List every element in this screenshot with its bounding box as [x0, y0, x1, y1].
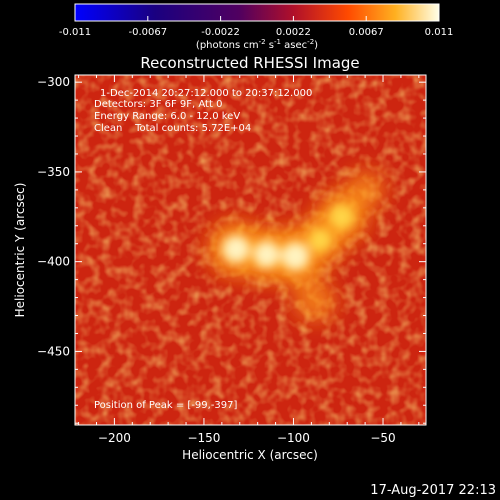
plot-frame: [74, 74, 427, 426]
y-tick-label: −400: [37, 255, 70, 269]
colorbar-tick-label: 0.011: [425, 27, 454, 38]
colorbar-tick-label: -0.011: [59, 27, 91, 38]
source-glow: [345, 170, 385, 210]
y-axis-label: Heliocentric Y (arcsec): [13, 183, 27, 318]
annotation-peak: Position of Peak = [-99,-397]: [94, 400, 238, 411]
colorbar-tick-label: 0.0022: [276, 27, 311, 38]
x-tick-label: −150: [187, 431, 220, 445]
chart-title: Reconstructed RHESSI Image: [140, 54, 359, 72]
colorbar-tick-label: -0.0022: [201, 27, 240, 38]
y-tick-label: −450: [37, 344, 70, 358]
annotation-energy: Energy Range: 6.0 - 12.0 keV: [94, 111, 240, 122]
colorbar-tick-label: -0.0067: [128, 27, 167, 38]
source-glow: [294, 280, 336, 322]
colorbar-unit: (photons cm-2 s-1 asec-2): [196, 38, 318, 51]
annotation-time-range: 1-Dec-2014 20:27:12.000 to 20:37:12.000: [100, 88, 312, 99]
heatmap-image: [75, 75, 426, 425]
y-axis-ticks: [75, 81, 426, 424]
x-axis-label: Heliocentric X (arcsec): [182, 448, 318, 462]
y-tick-label: −350: [37, 165, 70, 179]
colorbar: [74, 3, 440, 22]
x-tick-label: −50: [370, 431, 395, 445]
annotation-detectors: Detectors: 3F 6F 9F, Att 0: [94, 99, 222, 110]
source-core: [308, 228, 332, 252]
y-axis-tick-labels: −300 −350 −400 −450: [37, 75, 70, 358]
x-tick-label: −200: [98, 431, 131, 445]
x-tick-label: −100: [277, 431, 310, 445]
source-core: [222, 235, 250, 263]
annotation-clean: Clean Total counts: 5.72E+04: [94, 123, 251, 134]
y-tick-label: −300: [37, 75, 70, 89]
source-core: [281, 242, 310, 271]
x-axis-tick-labels: −200 −150 −100 −50: [98, 431, 396, 445]
colorbar-ticks: [74, 16, 440, 21]
footer-timestamp: 17-Aug-2017 22:13: [370, 483, 496, 498]
x-axis-ticks: [78, 75, 420, 425]
source-core: [329, 204, 355, 230]
colorbar-tick-labels: -0.011 -0.0067 -0.0022 0.0022 0.0067 0.011: [59, 27, 453, 38]
source-core: [253, 241, 280, 268]
colorbar-tick-label: 0.0067: [349, 27, 384, 38]
